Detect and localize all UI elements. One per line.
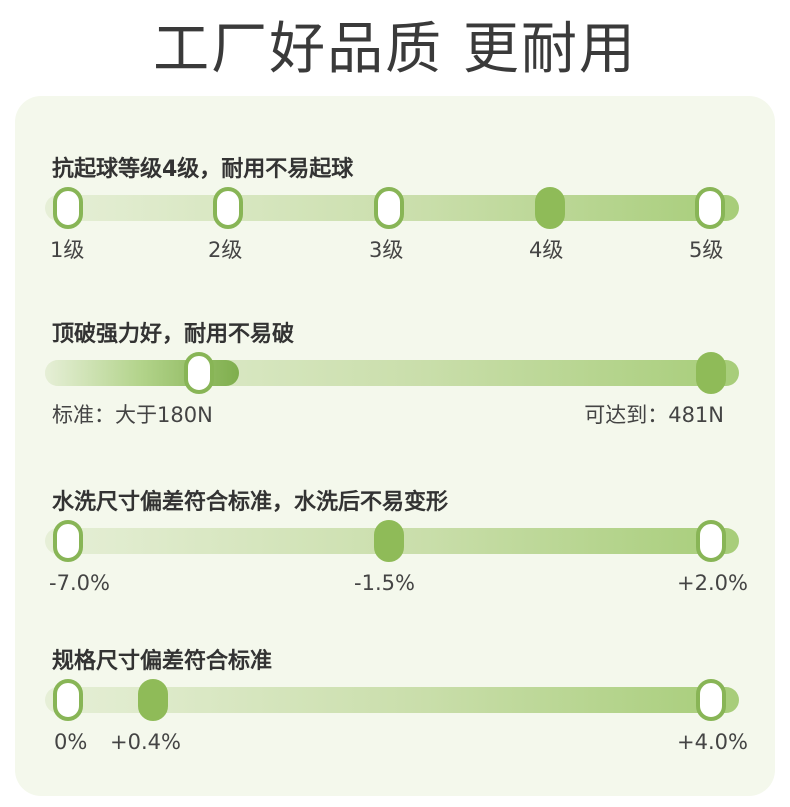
burst-strength-standard-marker	[184, 352, 214, 394]
wash-deviation-current-label: -1.5%	[354, 571, 415, 595]
pilling-level-2-label: 2级	[208, 238, 243, 262]
wash-deviation-min-marker	[53, 520, 83, 562]
pilling-level-3-marker	[374, 187, 404, 229]
size-deviation-current-label: +0.4%	[110, 730, 181, 754]
size-deviation-current-marker	[138, 679, 168, 721]
pilling-section: 抗起球等级4级，耐用不易起球 1级 2级 3级 4级 5级	[0, 155, 790, 305]
size-deviation-heading: 规格尺寸偏差符合标准	[52, 649, 273, 674]
size-deviation-min-label: 0%	[54, 730, 88, 754]
wash-deviation-max-marker	[696, 520, 726, 562]
pilling-level-5-label: 5级	[689, 238, 724, 262]
burst-strength-section: 顶破强力好，耐用不易破 标准：大于180N 可达到：481N	[0, 320, 790, 470]
pilling-level-1-marker	[53, 187, 83, 229]
pilling-level-2-marker	[213, 187, 243, 229]
burst-strength-heading: 顶破强力好，耐用不易破	[52, 322, 295, 347]
pilling-heading: 抗起球等级4级，耐用不易起球	[52, 157, 354, 182]
wash-deviation-current-marker	[374, 520, 404, 562]
size-deviation-min-marker	[53, 679, 83, 721]
size-deviation-max-label: +4.0%	[677, 730, 748, 754]
burst-strength-achieved-label: 可达到：481N	[584, 403, 724, 427]
pilling-level-3-label: 3级	[369, 238, 404, 262]
wash-deviation-max-label: +2.0%	[677, 571, 748, 595]
size-deviation-section: 规格尺寸偏差符合标准 0% +0.4% +4.0%	[0, 647, 790, 797]
pilling-level-4-label: 4级	[529, 238, 564, 262]
page-title: 工厂好品质 更耐用	[153, 17, 637, 82]
burst-strength-standard-label: 标准：大于180N	[52, 403, 213, 427]
pilling-level-4-marker-current	[535, 187, 565, 229]
wash-deviation-section: 水洗尺寸偏差符合标准，水洗后不易变形 -7.0% -1.5% +2.0%	[0, 488, 790, 638]
pilling-level-5-marker	[695, 187, 725, 229]
wash-deviation-min-label: -7.0%	[49, 571, 110, 595]
wash-deviation-heading: 水洗尺寸偏差符合标准，水洗后不易变形	[52, 490, 449, 515]
size-deviation-max-marker	[696, 679, 726, 721]
pilling-level-1-label: 1级	[50, 238, 85, 262]
burst-strength-achieved-marker	[696, 352, 726, 394]
